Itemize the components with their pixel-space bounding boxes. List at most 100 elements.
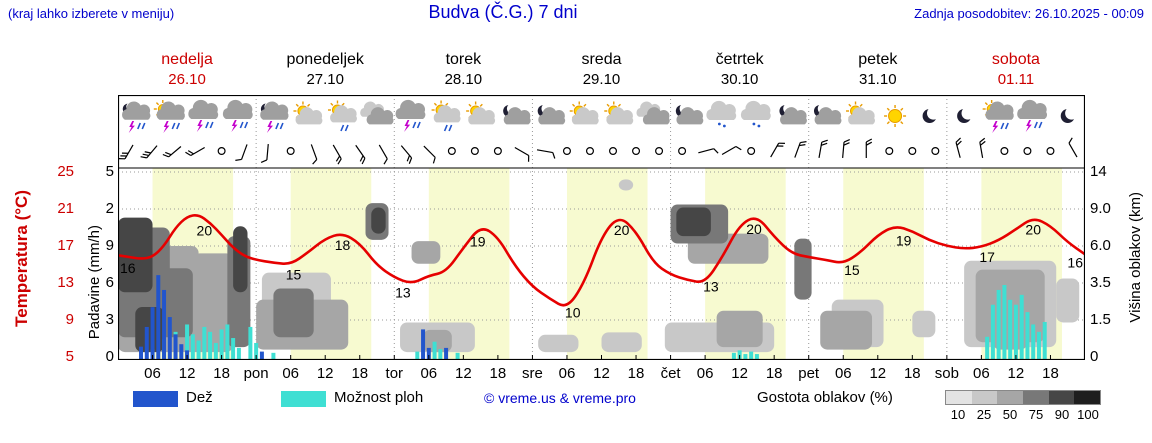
wind-barb-icon bbox=[235, 144, 248, 161]
wind-calm-icon bbox=[470, 146, 479, 155]
cloud-height-tick-label: 14 bbox=[1090, 163, 1107, 180]
day-date: 01.11 bbox=[997, 71, 1035, 88]
cloud-height-tick-label: 1.5 bbox=[1090, 311, 1111, 328]
wind-calm-icon bbox=[217, 146, 226, 155]
x-axis-label: 18 bbox=[1042, 365, 1059, 382]
x-axis-label: 18 bbox=[351, 365, 369, 382]
temperature-label: 20 bbox=[1025, 221, 1041, 237]
cloud-density-label: Gostota oblakov (%) bbox=[757, 389, 893, 406]
cloud-density-ticks: 10 25 50 75 90 100 bbox=[945, 407, 1101, 422]
cloud-density-tick-label: 50 bbox=[1002, 407, 1018, 422]
day-name: ponedeljek bbox=[286, 51, 364, 68]
cloud-density-segment bbox=[946, 391, 972, 404]
wind-barb-icon bbox=[118, 144, 134, 160]
day-header: petek 31.10 bbox=[809, 50, 947, 89]
wind-calm-icon bbox=[632, 146, 641, 155]
showers-legend-label: Možnost ploh bbox=[334, 389, 424, 406]
x-axis-label: 12 bbox=[178, 365, 196, 382]
x-axis-label: 06 bbox=[834, 365, 852, 382]
precip-tick-label: 6 bbox=[105, 274, 114, 291]
x-axis-label: 06 bbox=[282, 365, 300, 382]
x-axis-label: 18 bbox=[627, 365, 645, 382]
temp-tick-label: 25 bbox=[57, 163, 74, 180]
rain-bars bbox=[139, 275, 449, 359]
x-axis-label: 18 bbox=[765, 365, 783, 382]
wind-barb-icon bbox=[842, 138, 851, 159]
day-name: sreda bbox=[581, 51, 622, 68]
wind-calm-icon bbox=[678, 146, 687, 155]
temperature-label: 20 bbox=[614, 222, 630, 238]
x-axis-label: 12 bbox=[593, 365, 610, 382]
weather-icon-storm bbox=[188, 99, 219, 132]
cloud-density-segment bbox=[971, 391, 998, 404]
page-title: Budva (Č.G.) 7 dni bbox=[428, 2, 578, 22]
x-axis-label: 12 bbox=[455, 365, 472, 382]
weather-icon-drizzle bbox=[740, 100, 771, 128]
x-axis-label: 06 bbox=[144, 365, 161, 382]
temperature-label: 16 bbox=[120, 260, 136, 276]
wind-barb-icon bbox=[794, 141, 807, 158]
wind-barb-icon bbox=[400, 145, 413, 164]
temperature-label: 13 bbox=[395, 285, 411, 301]
rain-legend-swatch bbox=[133, 391, 178, 407]
wind-barb-icon bbox=[514, 146, 530, 162]
weather-icon-partly-rain bbox=[327, 100, 357, 132]
cloud-density-tick-label: 25 bbox=[976, 407, 992, 422]
x-axis-label: 06 bbox=[973, 365, 990, 382]
weather-icon-cloudy bbox=[636, 101, 670, 125]
day-name: torek bbox=[445, 51, 482, 68]
day-date: 30.10 bbox=[720, 71, 759, 88]
weather-icon-storm bbox=[1017, 99, 1048, 132]
weather-icon-moon bbox=[957, 106, 975, 123]
day-date: 26.10 bbox=[168, 71, 206, 88]
cloud-density-tick-label: 100 bbox=[1077, 407, 1099, 422]
temperature-label: 15 bbox=[286, 266, 302, 282]
menu-hint: (kraj lahko izberete v meniju) bbox=[8, 6, 175, 21]
wind-barb-icon bbox=[162, 146, 182, 158]
credit-link[interactable]: © vreme.us & vreme.pro bbox=[484, 390, 636, 406]
temperature-curve bbox=[118, 214, 1085, 307]
temperature-label: 13 bbox=[703, 278, 719, 294]
day-header: sobota 01.11 bbox=[947, 50, 1085, 89]
precip-tick-label: 5 bbox=[105, 163, 114, 180]
wind-barb-icon bbox=[378, 144, 388, 165]
x-axis-label: 18 bbox=[489, 365, 507, 382]
wind-barb-icon bbox=[1068, 137, 1078, 158]
cloud-height-tick-label: 6.0 bbox=[1090, 237, 1111, 254]
temperature-label: 17 bbox=[979, 249, 995, 265]
x-axis-label: 06 bbox=[696, 365, 714, 382]
weather-icon-storm bbox=[395, 99, 426, 132]
cloud-height-tick-label: 0 bbox=[1090, 348, 1099, 365]
precip-tick-label: 0 bbox=[105, 348, 114, 365]
weather-icon-sun bbox=[884, 105, 907, 127]
day-date: 31.10 bbox=[859, 71, 897, 88]
temperature-label: 15 bbox=[844, 262, 860, 278]
temp-tick-label: 5 bbox=[65, 348, 74, 365]
weather-icon-partly bbox=[604, 101, 634, 125]
wind-barb-icon bbox=[423, 145, 436, 164]
temp-axis-title: Temperatura (°C) bbox=[12, 190, 31, 327]
day-headers: nedelja 26.10 ponedeljek 27.10 torek 28.10 sre… bbox=[118, 50, 1085, 89]
x-axis-label: 18 bbox=[903, 365, 921, 382]
temperature-label: 18 bbox=[335, 237, 351, 253]
wind-calm-icon bbox=[609, 146, 618, 155]
day-header: četrtek 30.10 bbox=[671, 50, 809, 89]
cloud-density-tick-label: 90 bbox=[1054, 407, 1070, 422]
wind-barb-icon bbox=[979, 137, 986, 158]
weather-icon-moon-storm bbox=[260, 101, 289, 133]
showers-legend-swatch bbox=[281, 391, 326, 407]
weather-icon-sun-storm bbox=[982, 100, 1014, 133]
temperature-label: 20 bbox=[197, 223, 213, 239]
last-update: Zadnja posodobitev: 26.10.2025 - 00:09 bbox=[914, 6, 1144, 21]
wind-calm-icon bbox=[585, 146, 594, 155]
wind-calm-icon bbox=[1023, 146, 1032, 155]
weather-icon-moon-storm bbox=[122, 101, 151, 133]
temp-tick-label: 21 bbox=[57, 200, 74, 217]
cloud-density-tick-label: 10 bbox=[950, 407, 966, 422]
precip-tick-label: 9 bbox=[105, 237, 114, 254]
precip-tick-label: 2 bbox=[105, 200, 114, 217]
temperature-label: 19 bbox=[896, 232, 912, 248]
weather-icon-cloud-moon bbox=[537, 103, 566, 125]
weather-icon-cloudy bbox=[360, 101, 394, 125]
